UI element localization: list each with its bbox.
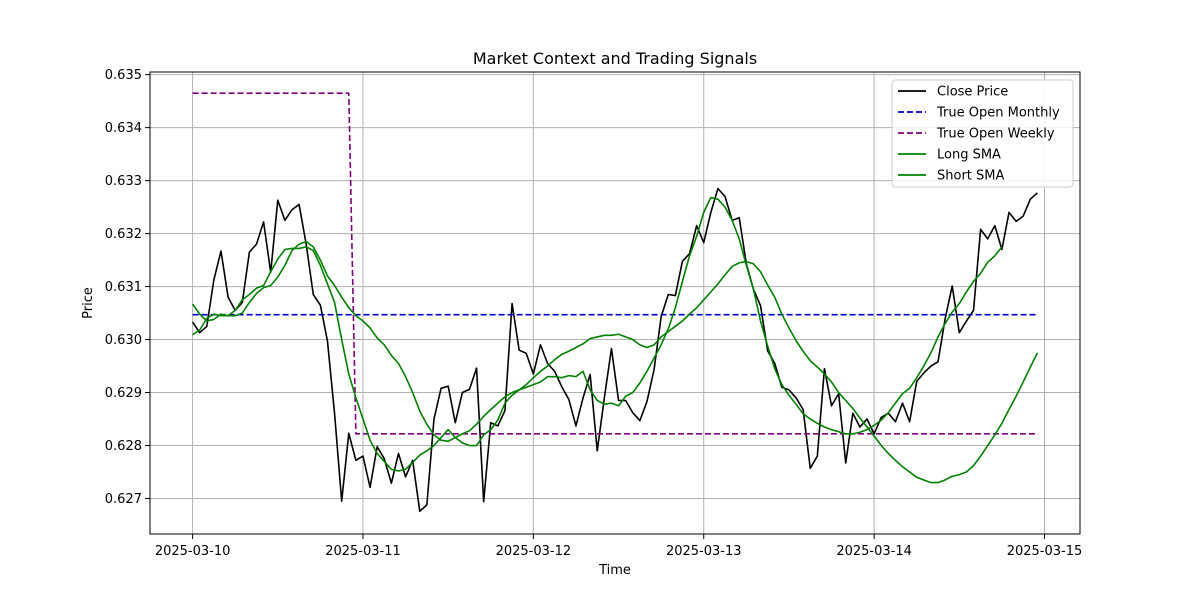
- chart-title: Market Context and Trading Signals: [473, 49, 757, 68]
- y-tick-label: 0.628: [105, 439, 142, 454]
- series-lines: [191, 92, 1039, 513]
- x-tick-label: 2025-03-12: [496, 544, 572, 559]
- legend-label: True Open Weekly: [936, 127, 1055, 142]
- legend-label: Long SMA: [937, 148, 1001, 163]
- y-tick-label: 0.633: [105, 174, 142, 189]
- y-tick-label: 0.627: [105, 492, 142, 507]
- axis-ticks: 2025-03-10 2025-03-11 2025-03-12 2025-03-13…: [105, 68, 1083, 559]
- y-tick-label: 0.629: [105, 386, 142, 401]
- short-sma-line: [192, 196, 1003, 472]
- close-price-line: [191, 187, 1038, 513]
- y-tick-label: 0.635: [105, 68, 142, 83]
- x-tick-label: 2025-03-10: [155, 544, 231, 559]
- gridlines: [150, 72, 1080, 534]
- x-axis-title: Time: [598, 563, 631, 578]
- x-tick-label: 2025-03-14: [836, 544, 912, 559]
- true-open-weekly-line: [192, 92, 1038, 435]
- legend-box: [891, 79, 1074, 188]
- x-tick-label: 2025-03-13: [666, 544, 742, 559]
- x-tick-label: 2025-03-11: [325, 544, 401, 559]
- x-tick-label: 2025-03-15: [1007, 544, 1083, 559]
- y-tick-label: 0.630: [105, 333, 142, 348]
- plot-frame: [149, 71, 1081, 535]
- long-sma-line: [191, 240, 1039, 484]
- y-tick-label: 0.634: [105, 121, 142, 136]
- legend: Close Price True Open Monthly True Open We…: [891, 79, 1074, 188]
- legend-label: True Open Monthly: [936, 106, 1060, 121]
- legend-label: Close Price: [937, 85, 1008, 100]
- y-tick-label: 0.632: [105, 227, 142, 242]
- legend-label: Short SMA: [937, 169, 1004, 184]
- y-tick-label: 0.631: [105, 280, 142, 295]
- y-axis-title: Price: [81, 287, 96, 319]
